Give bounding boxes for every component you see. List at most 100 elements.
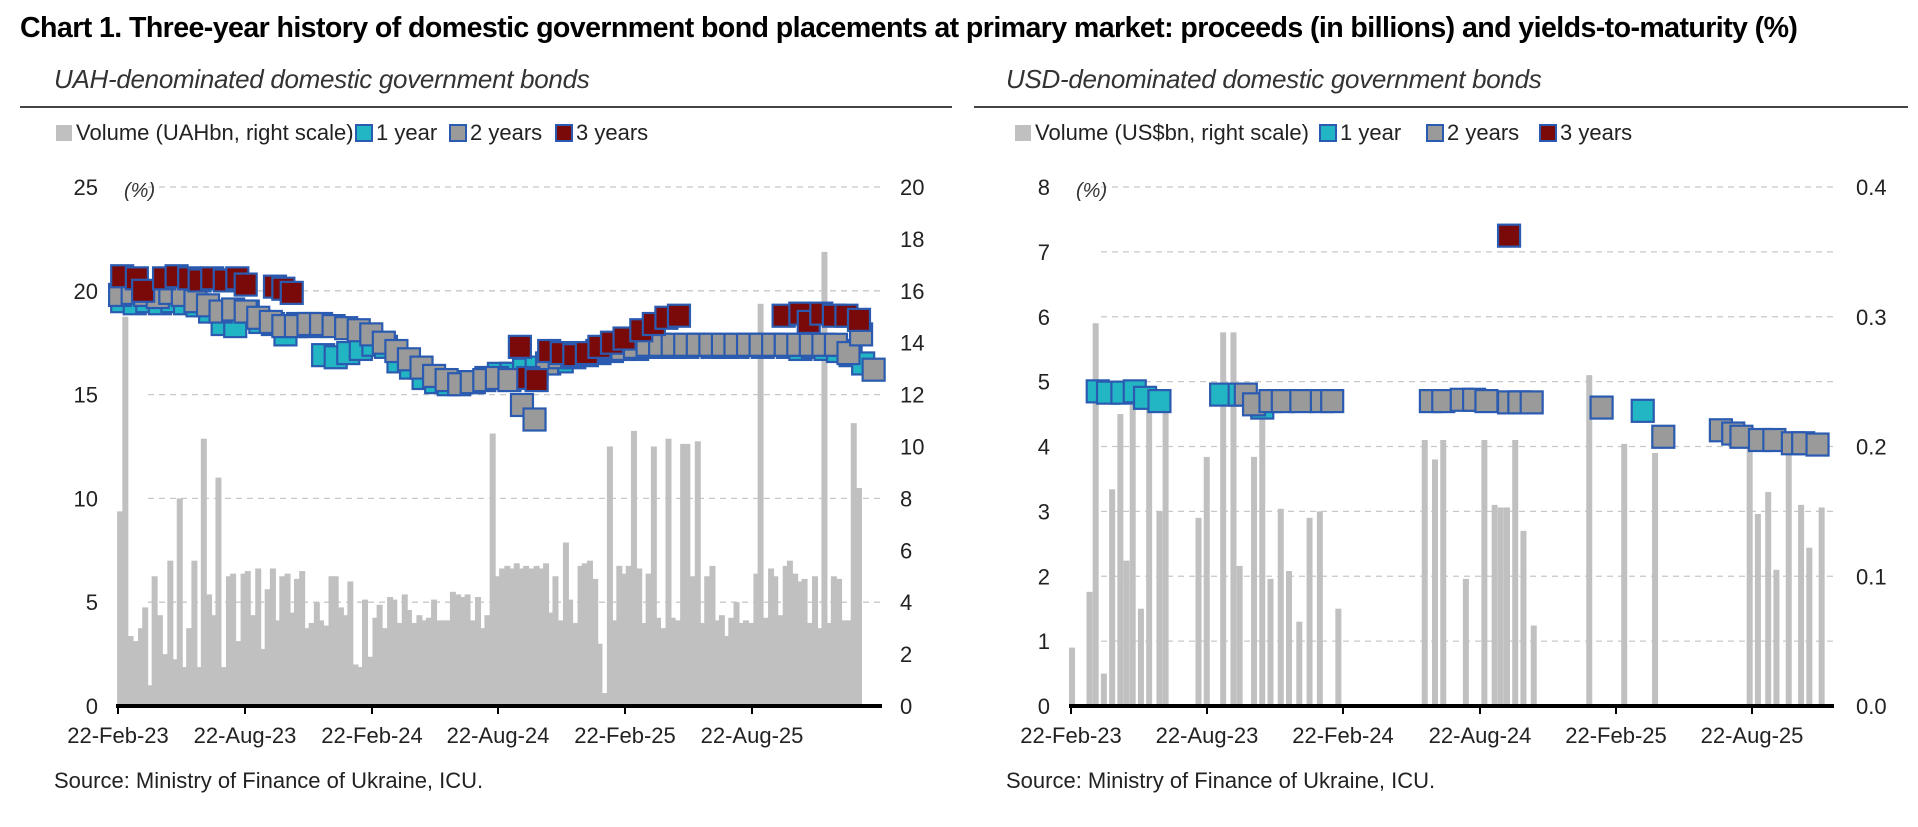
right-marker-one-year (1147, 388, 1172, 414)
left-volume-bar (508, 568, 515, 706)
right-volume-bar (1530, 625, 1537, 706)
left-legend-swatch-one-year (355, 124, 373, 142)
left-volume-bar (557, 620, 564, 706)
right-volume-bar (1421, 440, 1428, 706)
left-volume-bar (391, 599, 398, 706)
right-y-left-tick-label: 4 (1038, 435, 1050, 460)
left-volume-bar (244, 571, 251, 706)
left-legend-label-three-years: 3 years (576, 120, 648, 145)
right-panel-title: USD-denominated domestic government bond… (1006, 64, 1542, 94)
left-volume-bar (264, 589, 271, 706)
left-volume-bar (581, 563, 588, 706)
right-volume-bar (1236, 565, 1243, 706)
right-volume-bar (1220, 332, 1227, 706)
right-x-tick-label: 22-Aug-23 (1156, 723, 1259, 748)
left-volume-bar (742, 620, 749, 706)
right-x-tick-label: 22-Aug-24 (1429, 723, 1532, 748)
left-volume-bar (211, 615, 218, 706)
left-volume-bar (396, 622, 403, 706)
left-y-right-tick-label: 12 (900, 383, 924, 408)
left-volume-bar (343, 615, 350, 706)
left-volume-bar (328, 576, 335, 706)
right-marker-two-years (1519, 390, 1544, 415)
left-volume-bar (850, 423, 857, 706)
right-y-right-tick-label: 0.4 (1856, 175, 1887, 200)
right-marker-two-years (1805, 432, 1830, 457)
left-volume-bar (127, 635, 134, 706)
left-volume-bar (435, 620, 442, 706)
left-y-right-tick-label: 14 (900, 331, 924, 356)
left-volume-bar (255, 568, 262, 706)
left-y-right-tick-label: 18 (900, 227, 924, 252)
left-volume-bar (381, 628, 388, 706)
left-volume-bar (601, 693, 608, 706)
left-x-tick-label: 22-Aug-23 (194, 723, 297, 748)
right-volume-bar (1069, 647, 1076, 706)
left-volume-bar (694, 441, 701, 706)
left-volume-bar (830, 576, 837, 706)
left-volume-bar (499, 568, 506, 706)
right-y-unit-label: (%) (1076, 180, 1107, 202)
left-volume-bar (518, 568, 525, 706)
left-volume-bar (367, 656, 374, 706)
left-y-right-tick-label: 6 (900, 538, 912, 563)
left-volume-bar (357, 667, 364, 706)
right-panel-rule (974, 106, 1908, 108)
left-volume-bar (757, 303, 764, 706)
left-y-left-tick-label: 5 (86, 590, 98, 615)
left-volume-bar (645, 573, 652, 706)
left-volume-bar (401, 594, 408, 706)
left-volume-bar (724, 635, 731, 706)
left-volume-bar (117, 511, 124, 706)
left-volume-bar (332, 576, 339, 706)
right-legend-swatch-three-years (1539, 124, 1557, 142)
left-volume-bar (122, 316, 129, 706)
left-volume-bar (748, 622, 755, 706)
left-volume-bar (669, 617, 676, 706)
right-legend-label-one-year: 1 year (1340, 120, 1401, 145)
right-volume-bar (1504, 507, 1510, 706)
left-volume-bar (567, 599, 574, 706)
right-volume-bar (1773, 569, 1780, 706)
left-volume-bar (552, 576, 559, 706)
left-legend-label-volume: Volume (UAHbn, right scale) (76, 120, 354, 145)
left-volume-bar (709, 565, 716, 706)
left-marker-three-years (846, 307, 872, 332)
left-volume-bar (855, 488, 862, 706)
right-volume-bar (1230, 332, 1237, 706)
left-volume-bar (284, 573, 291, 706)
left-volume-bar (528, 568, 535, 706)
left-volume-bar (845, 620, 852, 706)
right-volume-bar (1440, 440, 1447, 706)
left-panel-title: UAH-denominated domestic government bond… (54, 64, 590, 94)
left-volume-bar (704, 576, 711, 706)
left-marker-three-years (524, 367, 549, 393)
left-volume-bar (372, 617, 379, 706)
left-legend-swatch-three-years (555, 124, 573, 142)
right-volume-bar (1798, 504, 1805, 706)
left-volume-bar (625, 565, 632, 706)
left-marker-two-years (861, 357, 886, 382)
left-volume-bar (318, 620, 325, 706)
right-y-left-tick-label: 2 (1038, 564, 1050, 589)
left-volume-bar (762, 617, 769, 706)
right-y-left-tick-label: 5 (1038, 370, 1050, 395)
right-volume-bar (1806, 547, 1813, 706)
left-volume-bar (772, 576, 779, 706)
left-volume-bar (674, 620, 681, 706)
left-volume-bar (684, 443, 691, 706)
left-volume-bar (167, 560, 174, 706)
left-volume-bar (630, 430, 637, 706)
left-volume-bar (479, 628, 486, 706)
left-volume-bar (537, 568, 544, 706)
right-y-right-tick-label: 0.2 (1856, 435, 1887, 460)
left-volume-bar (142, 607, 149, 706)
right-volume-bar (1512, 440, 1519, 706)
right-volume-bar (1296, 621, 1303, 706)
left-panel-rule (20, 106, 952, 108)
left-volume-bar (259, 648, 266, 706)
right-volume-bar (1259, 401, 1266, 706)
right-volume-bar (1137, 608, 1144, 706)
left-volume-bar (801, 578, 808, 706)
